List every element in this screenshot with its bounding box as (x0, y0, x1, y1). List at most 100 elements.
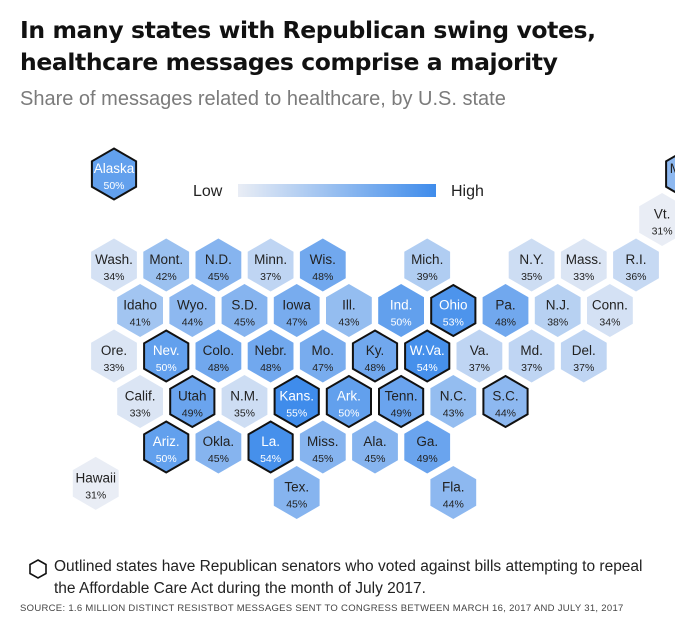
state-hex-shape (404, 420, 451, 474)
state-hex: Ga. 49% (404, 420, 451, 474)
state-hex: Alaska 50% (90, 147, 138, 201)
state-value-label: 48% (260, 362, 281, 374)
state-hex: N.J. 38% (534, 284, 581, 337)
state-name-label: Nev. (153, 343, 180, 358)
state-hex: S.C. 44% (482, 374, 529, 429)
state-name-label: Ohio (439, 298, 468, 313)
state-hex: Wyo. 44% (169, 284, 216, 337)
state-name-label: Ala. (363, 434, 386, 449)
state-hex: Tenn. 49% (378, 374, 425, 429)
state-hex-shape (195, 420, 242, 474)
state-hex-shape (404, 238, 451, 292)
legend-gradient-bar (238, 184, 436, 197)
state-hex: Maine44% (665, 154, 675, 194)
state-name-label: Tex. (284, 480, 309, 495)
state-hex-shape (508, 238, 555, 292)
state-value-label: 33% (573, 271, 594, 283)
state-name-label: La. (261, 434, 280, 449)
state-name-label: Kans. (279, 389, 314, 404)
state-value-label: 48% (364, 362, 385, 374)
state-name-label: R.I. (625, 252, 646, 267)
state-name-label: Alaska (94, 161, 135, 176)
state-hex-shape (665, 154, 675, 194)
state-hex: Ohio 53% (430, 283, 477, 338)
state-hex-shape (221, 375, 268, 428)
state-value-label: 37% (521, 362, 542, 374)
state-name-label: S.D. (231, 298, 257, 313)
state-hex-shape (247, 420, 294, 474)
state-hex: Mich. 39% (404, 238, 451, 292)
state-name-label: Fla. (442, 480, 465, 495)
state-hex-shape (195, 329, 242, 383)
state-hex: Del. 37% (560, 329, 607, 383)
state-hex: Wis. 48% (299, 238, 346, 292)
state-hex: Nebr. 48% (247, 329, 294, 383)
state-name-label: Minn. (254, 252, 287, 267)
state-value-label: 45% (208, 271, 229, 283)
state-hex-shape (560, 329, 607, 383)
state-value-label: 55% (286, 408, 307, 420)
state-name-label: Conn. (592, 298, 628, 313)
state-hex-shape (378, 374, 425, 429)
legend: Low High (193, 183, 484, 200)
state-hex: Wash. 34% (91, 238, 137, 292)
state-value-label: 36% (625, 271, 646, 283)
state-value-label: 54% (260, 453, 281, 465)
state-hex-shape (117, 375, 163, 428)
state-name-label: N.M. (230, 389, 259, 404)
state-hex: Va. 37% (456, 329, 503, 383)
state-hex-shape (430, 466, 477, 519)
state-value-label: 35% (234, 408, 255, 420)
state-hex: Iowa 47% (273, 284, 320, 337)
state-name-label: Miss. (307, 434, 339, 449)
state-name-label: Md. (520, 343, 543, 358)
state-hex: Nev. 50% (143, 329, 190, 383)
state-name-label: Wash. (95, 252, 133, 267)
outline-note-text: Outlined states have Republican senators… (54, 558, 643, 597)
legend-high-label: High (451, 183, 484, 200)
state-value-label: 48% (495, 317, 516, 329)
state-hex-shape (273, 374, 320, 429)
state-hex: Ill. 43% (326, 284, 372, 337)
state-name-label: N.D. (205, 252, 232, 267)
state-value-label: 43% (443, 408, 464, 420)
state-hex: Vt. 31% (639, 193, 675, 246)
state-name-label: Okla. (203, 434, 235, 449)
state-value-label: 49% (417, 453, 438, 465)
state-name-label: Ga. (416, 434, 438, 449)
outline-note: Outlined states have Republican senators… (28, 556, 658, 600)
state-hex-shape (325, 374, 372, 429)
state-hex: Okla. 45% (195, 420, 242, 474)
state-hex: N.C. 43% (430, 375, 477, 428)
state-value-label: 47% (312, 362, 333, 374)
state-name-label: N.J. (546, 298, 570, 313)
state-hex: Miss. 45% (299, 420, 346, 474)
state-hex: Conn. 34% (587, 284, 633, 337)
hex-map: Low High Alaska50%Maine44%Vt.31%N.H.36%W… (72, 147, 675, 519)
state-value-label: 37% (469, 362, 490, 374)
state-hex: Colo. 48% (195, 329, 242, 383)
state-value-label: 34% (599, 317, 620, 329)
state-name-label: Maine (670, 161, 675, 176)
state-name-label: Ky. (366, 343, 385, 358)
state-hex-shape (456, 329, 503, 383)
state-hex: Kans. 55% (273, 374, 320, 429)
state-name-label: Wyo. (177, 298, 208, 313)
state-name-label: Mass. (566, 252, 602, 267)
state-value-label: 38% (547, 317, 568, 329)
state-hex-shape (273, 284, 320, 337)
state-hex-shape (247, 238, 294, 292)
state-hex-shape (404, 329, 451, 383)
state-hex: Hawaii 31% (72, 456, 119, 510)
state-hex: Ind. 50% (378, 284, 424, 337)
state-hexes: Alaska50%Maine44%Vt.31%N.H.36%Wash.34%Mo… (72, 147, 675, 519)
state-value-label: 43% (338, 317, 359, 329)
state-hex-shape (534, 284, 581, 337)
state-name-label: N.C. (440, 389, 467, 404)
state-value-label: 45% (234, 317, 255, 329)
state-hex-shape (195, 238, 242, 292)
state-hex: Ark. 50% (325, 374, 372, 429)
state-value-label: 42% (156, 271, 177, 283)
state-value-label: 44% (443, 499, 464, 511)
state-value-label: 54% (417, 362, 438, 374)
